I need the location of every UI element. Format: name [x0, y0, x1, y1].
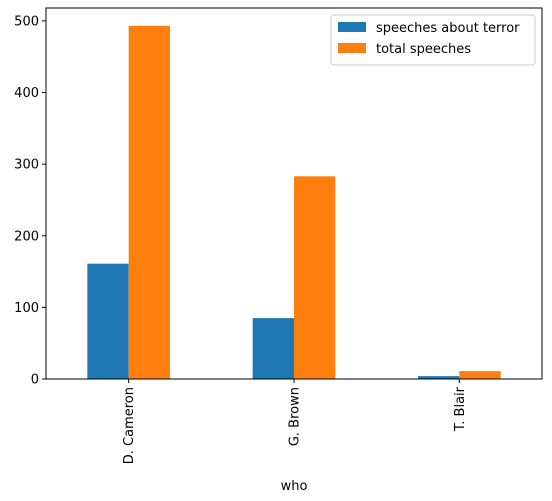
bar-total-speeches-g-brown — [294, 176, 336, 379]
legend-label-total-speeches: total speeches — [376, 42, 471, 57]
y-tick-label: 0 — [31, 373, 39, 388]
bar-speeches-about-terror-g-brown — [252, 318, 294, 379]
y-tick-label: 400 — [14, 86, 39, 101]
legend-swatch-total-speeches — [338, 43, 366, 53]
bar-speeches-about-terror-t-blair — [418, 376, 460, 379]
legend-swatch-speeches-about-terror — [338, 22, 366, 32]
bar-total-speeches-t-blair — [459, 371, 501, 379]
bars-group — [87, 25, 501, 379]
x-tick-label: G. Brown — [288, 387, 303, 446]
x-tick-label: T. Blair — [453, 386, 468, 432]
y-tick-label: 200 — [14, 229, 39, 244]
y-tick-label: 300 — [14, 158, 39, 173]
legend-label-speeches-about-terror: speeches about terror — [376, 21, 520, 36]
y-tick-label: 100 — [14, 301, 39, 316]
legend-frame — [330, 14, 536, 66]
y-tick-label: 500 — [14, 14, 39, 29]
bar-total-speeches-d-cameron — [128, 25, 170, 379]
legend: speeches about terror total speeches — [330, 14, 536, 66]
bar-speeches-about-terror-d-cameron — [87, 263, 129, 379]
y-axis: 0 100 200 300 400 500 — [14, 14, 46, 388]
x-tick-label: D. Cameron — [122, 387, 137, 464]
x-axis-label: who — [281, 479, 308, 494]
x-axis: D. Cameron G. Brown T. Blair — [122, 379, 468, 464]
